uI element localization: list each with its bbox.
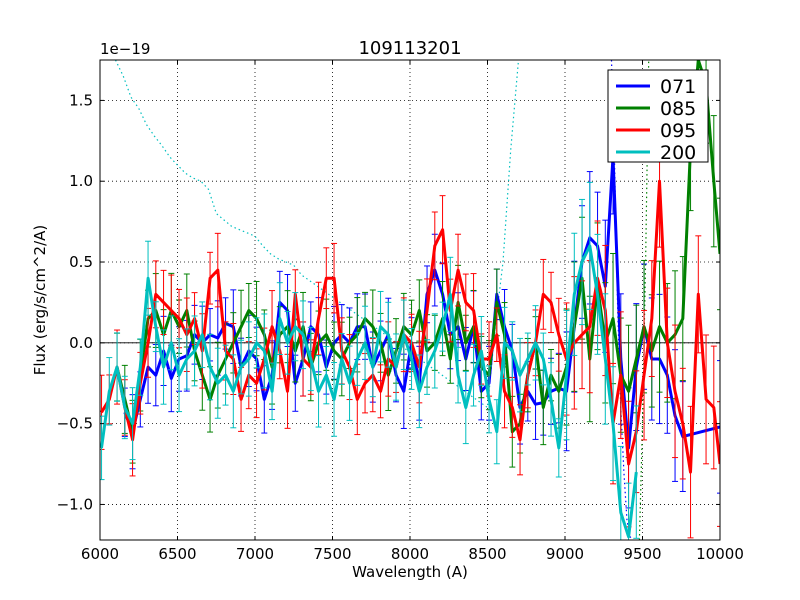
x-tick-label: 6500 (158, 545, 196, 563)
legend-label-095: 095 (660, 120, 696, 142)
x-axis-label: Wavelength (A) (352, 563, 468, 581)
x-tick-label: 9000 (546, 545, 584, 563)
x-tick-label: 6000 (81, 545, 119, 563)
ticks: 6000 6500 7000 7500 8000 8500 9000 9500 10000 −1.… (57, 60, 744, 563)
x-tick-label: 9500 (623, 545, 661, 563)
series-200 (100, 181, 640, 540)
y-tick-label: −0.5 (57, 415, 93, 433)
legend-label-071: 071 (660, 76, 696, 98)
x-tick-label: 8000 (391, 545, 429, 563)
y-tick-label: 1.0 (69, 172, 93, 190)
legend-label-085: 085 (660, 98, 696, 120)
y-tick-label: 0.0 (69, 334, 93, 352)
y-tick-label: 0.5 (69, 253, 93, 271)
legend-label-200: 200 (660, 142, 696, 164)
series-line-200 (100, 244, 638, 539)
x-tick-label: 8500 (468, 545, 506, 563)
y-offset-label: 1e−19 (100, 40, 150, 58)
overlay-dotted-200 (114, 60, 520, 409)
y-tick-label: −1.0 (57, 495, 93, 513)
x-tick-label: 7000 (236, 545, 274, 563)
y-axis-label: Flux (erg/s/cm^2/A) (31, 225, 49, 376)
series-line-071 (123, 155, 720, 450)
series-layer (100, 60, 720, 540)
chart-title: 109113201 (358, 38, 461, 59)
y-tick-label: 1.5 (69, 91, 93, 109)
x-tick-label: 10000 (696, 545, 744, 563)
x-tick-label: 7500 (313, 545, 351, 563)
